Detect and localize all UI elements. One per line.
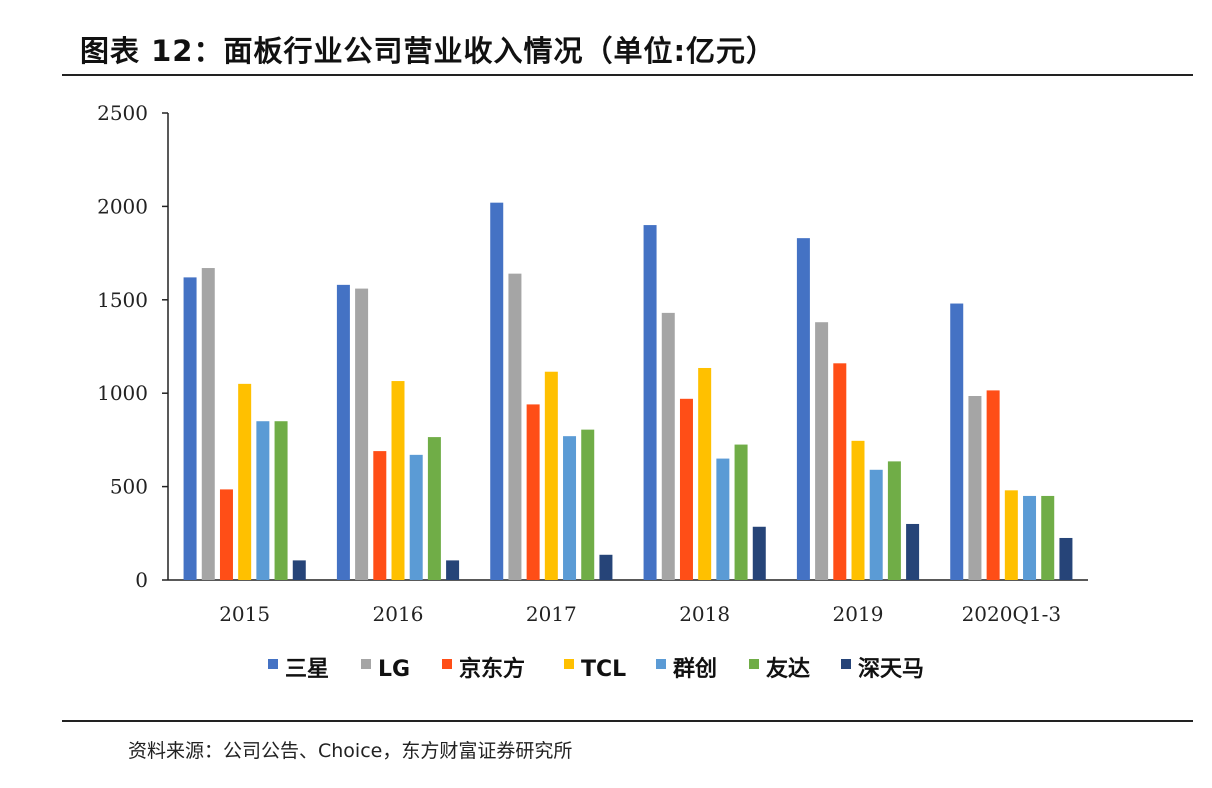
bar-2-5 [986,390,1000,580]
bar-3-0 [238,383,252,580]
chart-axes [167,113,1088,581]
bar-1-5 [968,396,982,580]
legend-label: TCL [581,657,626,682]
chart-legend: 三星 LG 京东方 TCL 群创 友达 深天马 [268,656,924,682]
bar-4-5 [1023,495,1037,580]
bar-3-1 [391,381,405,580]
legend-label: 三星 [285,657,329,682]
bar-0-4 [796,238,810,580]
bar-6-3 [752,526,766,580]
legend-swatch [442,659,452,669]
bar-0-5 [950,303,964,580]
bar-3-2 [544,371,558,580]
bar-6-2 [599,554,613,580]
y-tick-label: 0 [135,568,148,592]
y-tick-label: 2500 [97,101,148,125]
bar-5-3 [734,444,748,580]
bar-0-3 [643,225,657,580]
bar-6-4 [906,523,920,580]
bar-6-1 [446,560,460,580]
title-divider [62,74,1193,76]
footer-divider [62,720,1193,722]
legend-swatch [749,659,759,669]
y-tick-label: 500 [110,475,148,499]
bar-3-4 [851,440,865,580]
bar-6-5 [1059,537,1073,580]
bar-4-1 [409,454,423,580]
bar-5-5 [1041,495,1055,580]
bar-3-5 [1004,490,1018,580]
bar-2-4 [833,363,847,580]
legend-label: 京东方 [459,656,525,682]
legend-swatch [656,659,666,669]
bar-1-1 [355,288,369,580]
x-tick-label: 2016 [373,602,424,626]
x-axis-ticks: 2015 2016 2017 2018 2019 2020Q1-3 [219,602,1061,626]
legend-label: 群创 [673,656,717,682]
x-tick-label: 2019 [833,602,884,626]
x-tick-label: 2020Q1-3 [962,602,1062,626]
bar-5-0 [274,421,288,580]
bar-4-3 [716,458,730,580]
bar-1-0 [201,268,215,580]
legend-swatch [841,659,851,669]
x-tick-label: 2018 [679,602,730,626]
bar-5-4 [887,461,901,580]
bar-2-1 [373,451,387,580]
x-tick-label: 2015 [219,602,270,626]
bar-0-1 [336,284,350,580]
bar-6-0 [292,560,306,580]
legend-swatch [564,659,574,669]
bar-0-2 [490,202,504,580]
bar-2-0 [219,489,233,580]
bar-2-3 [679,398,693,580]
legend-swatch [361,659,371,669]
bar-1-2 [508,273,522,580]
y-axis-ticks: 0 500 1000 1500 2000 2500 [97,101,168,592]
legend-label: LG [378,657,410,682]
bar-4-2 [563,436,577,580]
y-tick-label: 1500 [97,288,148,312]
legend-swatch [268,659,278,669]
legend-label: 友达 [766,657,810,682]
y-tick-label: 1000 [97,381,148,405]
bar-4-0 [256,421,270,580]
bar-2-2 [526,404,540,580]
legend-label: 深天马 [858,657,924,682]
y-tick-label: 2000 [97,194,148,218]
x-tick-label: 2017 [526,602,577,626]
chart-bars [183,202,1073,580]
bar-1-3 [661,312,675,580]
bar-3-3 [698,367,712,580]
source-note: 资料来源：公司公告、Choice，东方财富证券研究所 [128,740,573,762]
bar-5-1 [427,437,441,580]
bar-5-2 [581,429,595,580]
bar-1-4 [815,322,829,580]
bar-4-4 [869,469,883,580]
chart-title: 图表 12：面板行业公司营业收入情况（单位:亿元） [80,34,777,68]
bar-0-0 [183,277,197,580]
